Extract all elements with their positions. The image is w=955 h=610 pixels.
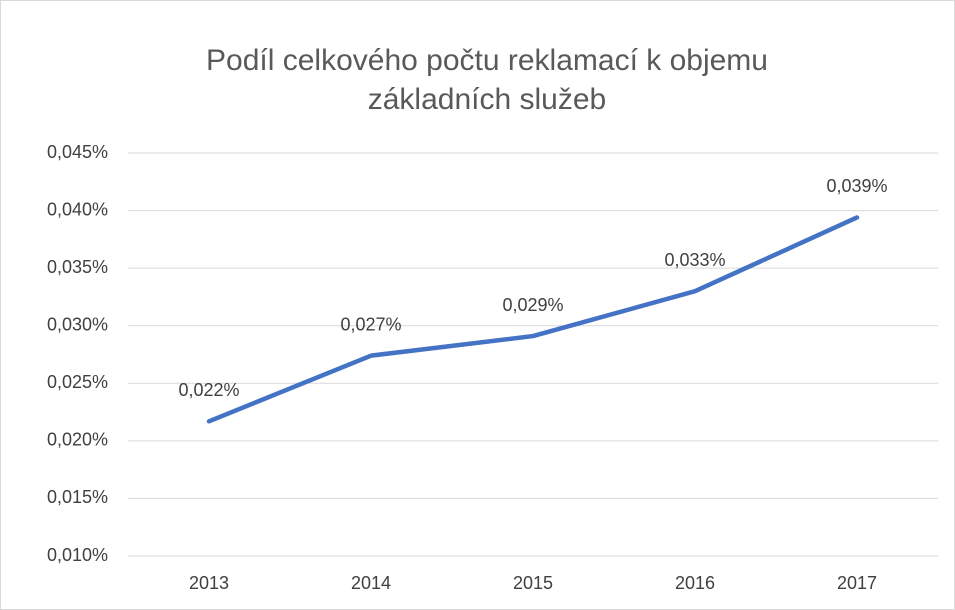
- chart-title: Podíl celkového počtu reklamací k objemu: [206, 44, 768, 77]
- x-tick-label: 2015: [513, 573, 553, 593]
- y-tick-label: 0,015%: [47, 487, 108, 507]
- x-tick-label: 2013: [189, 573, 229, 593]
- data-label: 0,029%: [502, 295, 563, 315]
- chart-title: základních služeb: [368, 83, 606, 116]
- data-label: 0,022%: [178, 380, 239, 400]
- data-label: 0,027%: [340, 314, 401, 334]
- y-tick-label: 0,035%: [47, 257, 108, 277]
- x-tick-label: 2014: [351, 573, 391, 593]
- y-tick-label: 0,010%: [47, 545, 108, 565]
- y-tick-label: 0,030%: [47, 314, 108, 334]
- x-tick-label: 2017: [837, 573, 877, 593]
- data-line: [206, 215, 860, 424]
- y-tick-label: 0,025%: [47, 372, 108, 392]
- data-label: 0,033%: [664, 250, 725, 270]
- y-tick-label: 0,020%: [47, 430, 108, 450]
- data-label: 0,039%: [826, 176, 887, 196]
- x-tick-label: 2016: [675, 573, 715, 593]
- y-tick-label: 0,040%: [47, 199, 108, 219]
- y-tick-label: 0,045%: [47, 142, 108, 162]
